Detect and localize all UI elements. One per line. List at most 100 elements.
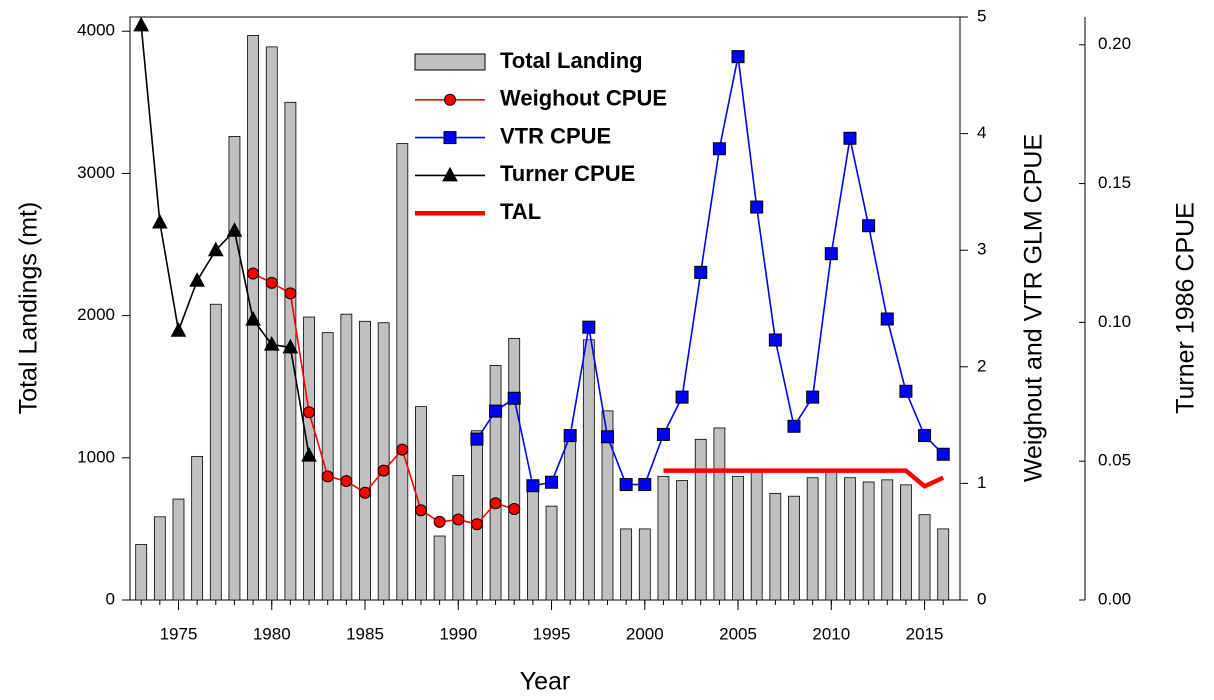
- bar: [937, 528, 950, 601]
- marker: [936, 447, 950, 461]
- y3-tick-label: 0.00: [1098, 589, 1131, 608]
- y3-axis-label: Turner 1986 CPUE: [1172, 202, 1200, 414]
- bar: [471, 430, 483, 601]
- x-axis-label: Year: [520, 668, 571, 696]
- marker: [787, 419, 801, 433]
- bar: [750, 471, 763, 601]
- marker: [359, 486, 372, 499]
- bar: [228, 136, 241, 601]
- y2-tick-label: 0: [977, 589, 986, 608]
- y-axis-label: Total Landings (mt): [15, 202, 43, 415]
- legend-label: Turner CPUE: [500, 161, 635, 186]
- bar: [788, 495, 800, 601]
- line: [663, 468, 945, 489]
- marker: [452, 513, 465, 526]
- marker: [731, 50, 745, 64]
- legend-label: TAL: [500, 199, 541, 224]
- bar: [433, 535, 446, 601]
- x-tick-label: 2000: [626, 624, 664, 643]
- legend-label: Total Landing: [500, 48, 643, 73]
- marker: [247, 267, 260, 280]
- y2-tick-label: 3: [977, 240, 986, 259]
- bar: [452, 475, 465, 601]
- marker: [414, 504, 427, 517]
- marker: [806, 390, 820, 404]
- y2-tick-label: 5: [977, 6, 986, 25]
- line: [140, 25, 310, 456]
- y2-axis-label: Weighout and VTR GLM CPUE: [1020, 134, 1048, 482]
- x-tick-label: 1975: [160, 624, 198, 643]
- y2-tick-label: 4: [977, 123, 986, 142]
- y3-tick-label: 0.15: [1098, 173, 1131, 192]
- marker: [899, 384, 913, 398]
- bar: [657, 475, 670, 601]
- marker: [284, 287, 297, 300]
- bar: [508, 337, 521, 601]
- x-tick-label: 1985: [346, 624, 384, 643]
- y-tick-label: 3000: [77, 163, 115, 182]
- line: [476, 56, 944, 487]
- marker: [638, 478, 652, 492]
- marker: [489, 497, 502, 510]
- bar: [172, 498, 185, 601]
- marker: [508, 503, 521, 516]
- bar: [191, 455, 204, 601]
- bar: [340, 313, 353, 601]
- marker: [226, 222, 243, 237]
- y2-tick-label: 2: [977, 356, 986, 375]
- marker: [619, 478, 633, 492]
- bar: [135, 544, 148, 601]
- bar: [900, 484, 912, 601]
- bar: [732, 475, 744, 601]
- x-tick-label: 2015: [906, 624, 944, 643]
- bar: [377, 322, 390, 601]
- marker: [918, 429, 932, 443]
- marker: [880, 312, 894, 326]
- marker: [189, 272, 205, 287]
- marker: [340, 475, 353, 488]
- bar: [694, 438, 707, 601]
- marker: [433, 515, 446, 528]
- bar: [359, 320, 371, 601]
- y3-tick-label: 0.20: [1098, 34, 1131, 53]
- marker: [750, 200, 764, 214]
- marker: [563, 429, 577, 443]
- bar: [918, 514, 931, 601]
- bar: [825, 471, 838, 601]
- marker: [263, 336, 280, 351]
- marker: [170, 322, 187, 337]
- legend-label: VTR CPUE: [500, 123, 611, 148]
- marker: [152, 213, 168, 229]
- marker: [712, 142, 726, 156]
- marker: [600, 430, 614, 444]
- marker: [862, 219, 876, 233]
- bar: [153, 516, 166, 601]
- marker: [656, 427, 670, 441]
- bar: [526, 488, 539, 601]
- y-tick-label: 4000: [77, 21, 115, 40]
- marker: [470, 432, 484, 446]
- x-tick-label: 1980: [253, 624, 291, 643]
- marker: [133, 16, 150, 32]
- marker: [694, 265, 708, 279]
- bar: [265, 46, 278, 601]
- legend-marker: [442, 166, 458, 182]
- marker: [377, 464, 390, 477]
- bar: [638, 528, 651, 601]
- bar: [881, 479, 894, 601]
- bar: [321, 332, 334, 601]
- marker: [245, 311, 261, 326]
- bar: [769, 492, 782, 601]
- bar: [713, 427, 726, 601]
- marker: [824, 247, 838, 261]
- legend-marker: [444, 93, 456, 106]
- x-tick-label: 1995: [533, 624, 571, 643]
- legend-marker: [443, 131, 457, 145]
- bar: [844, 477, 856, 601]
- bar: [676, 480, 688, 601]
- y3-tick-label: 0.05: [1098, 451, 1131, 470]
- y2-tick-label: 1: [977, 473, 986, 492]
- marker: [843, 131, 857, 145]
- marker: [545, 475, 559, 489]
- bar: [582, 339, 595, 601]
